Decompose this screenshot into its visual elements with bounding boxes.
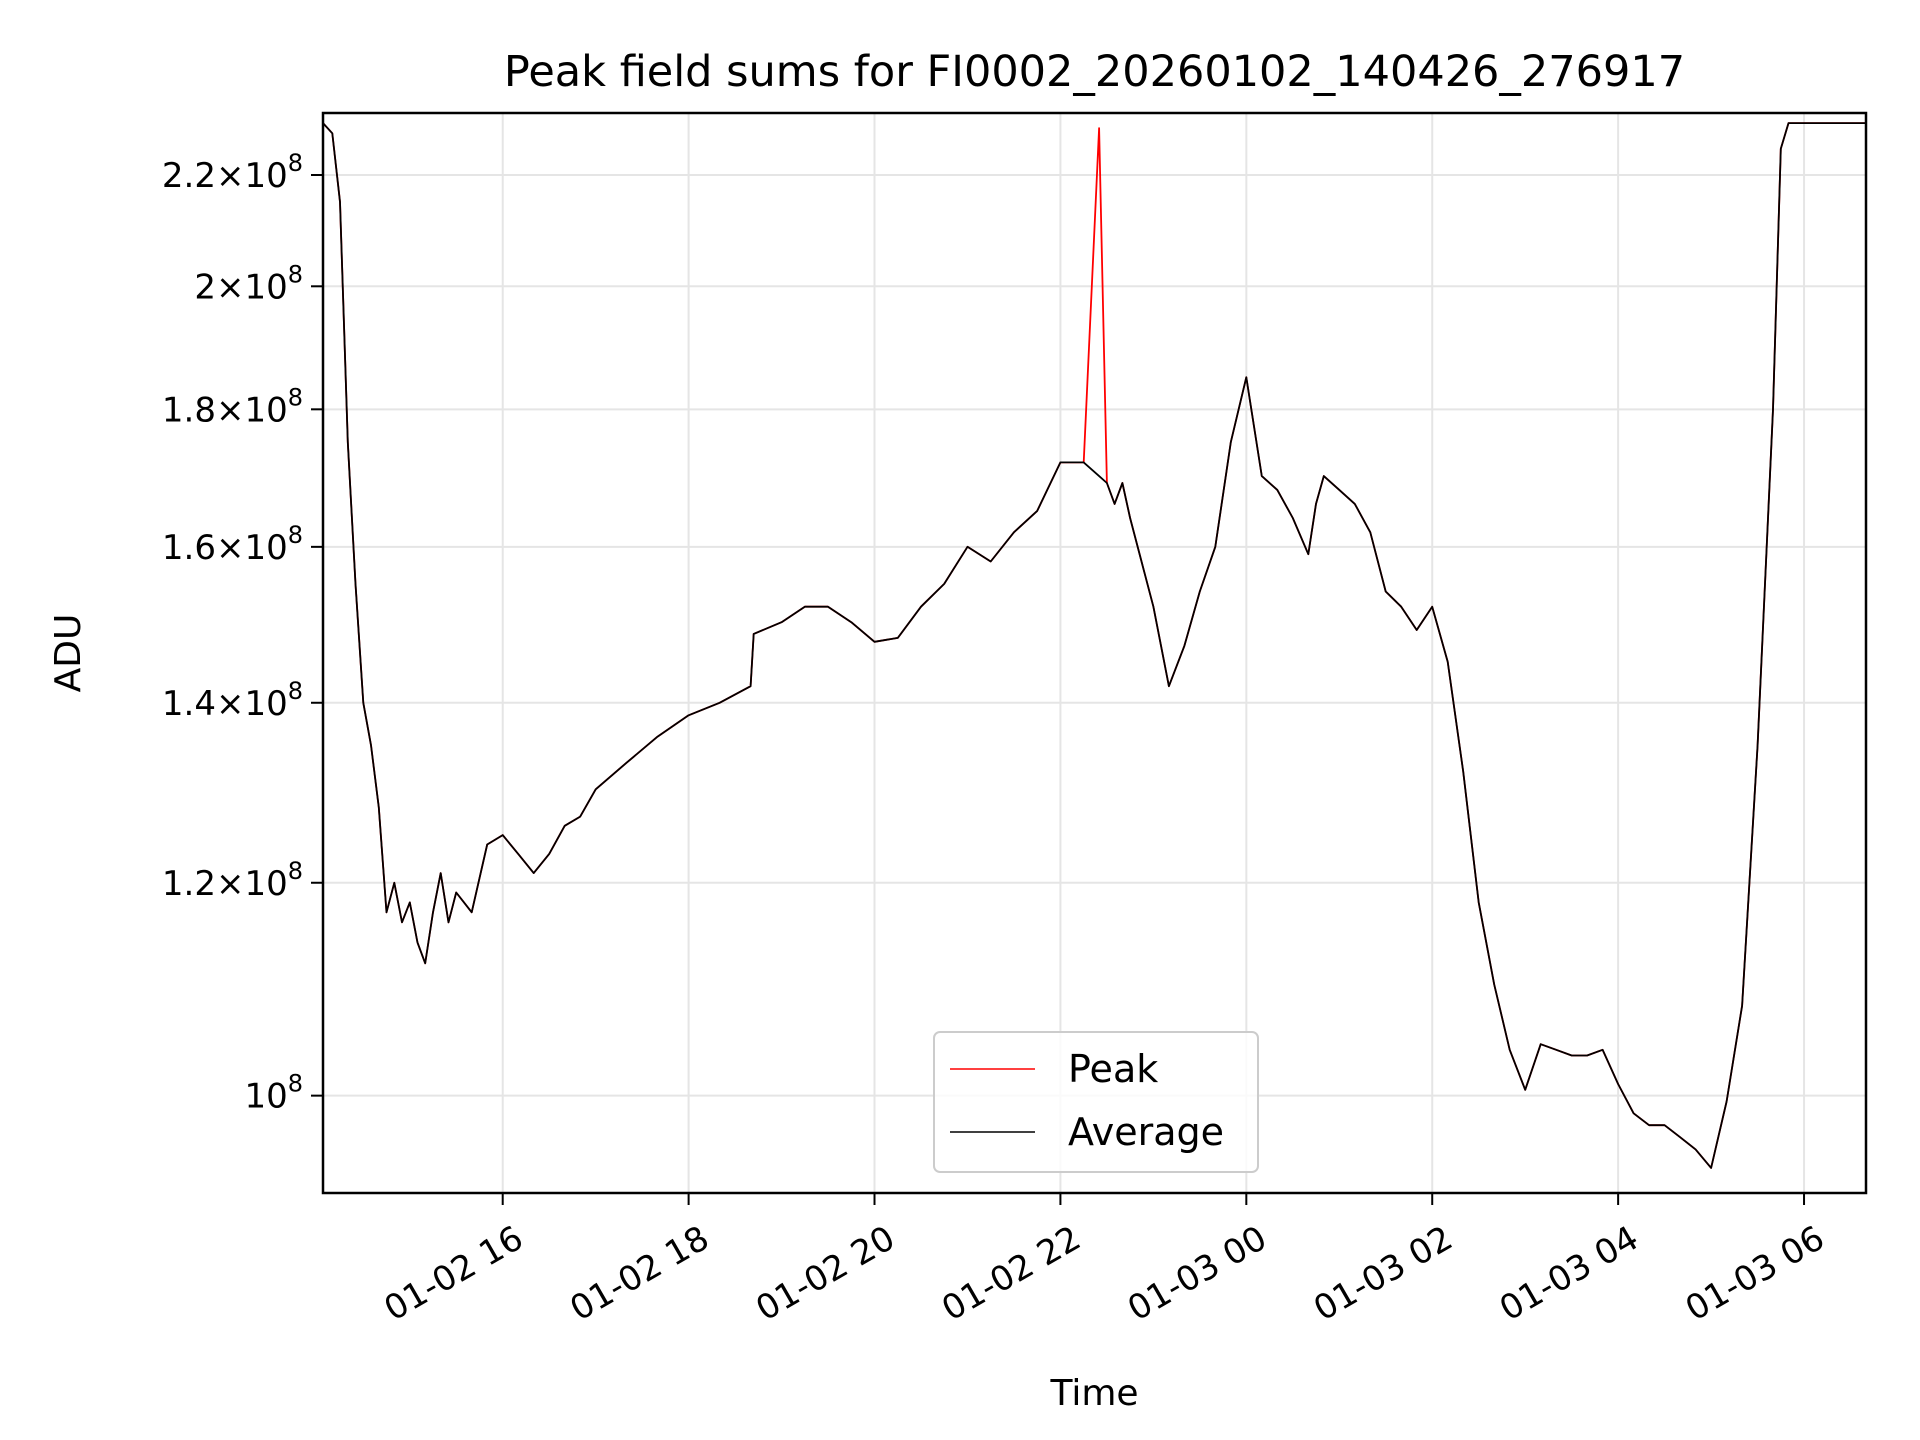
series-line-average xyxy=(322,122,1866,1169)
y-tick-label: 108 xyxy=(244,1070,303,1117)
y-tick-label: 1.8×108 xyxy=(162,383,303,430)
legend-box xyxy=(933,1031,1259,1173)
y-axis-label: ADU xyxy=(48,614,89,693)
x-axis-label: Time xyxy=(1049,1373,1138,1414)
legend: Peak Average xyxy=(933,1031,1259,1173)
legend-label-average: Average xyxy=(1068,1110,1224,1154)
y-tick-label: 1.2×108 xyxy=(162,857,303,904)
y-tick-label: 1.6×108 xyxy=(162,521,303,568)
y-tick-label: 2.2×108 xyxy=(162,149,303,196)
series-lines xyxy=(322,122,1866,1169)
y-tick-label: 1.4×108 xyxy=(162,677,303,724)
y-tick-label: 2×108 xyxy=(194,260,303,307)
axes xyxy=(321,111,1868,1195)
plot-frame xyxy=(321,111,1868,1195)
chart-title: Peak field sums for FI0002_20260102_1404… xyxy=(504,47,1685,97)
legend-label-peak: Peak xyxy=(1068,1047,1158,1091)
grid-lines xyxy=(323,113,1866,1193)
